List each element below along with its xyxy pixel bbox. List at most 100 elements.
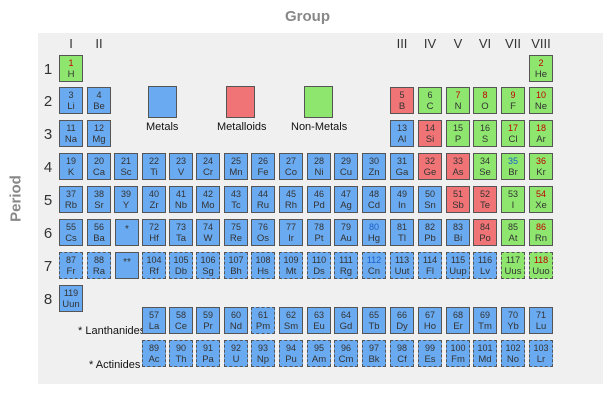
element-cell-sm: 62 Sm xyxy=(279,307,303,334)
atomic-number: 56 xyxy=(93,222,104,232)
atomic-number: 109 xyxy=(283,255,299,265)
element-symbol: He xyxy=(534,69,548,80)
element-cell-fm: 100 Fm xyxy=(446,340,470,367)
atomic-number: 95 xyxy=(313,343,324,353)
element-cell-rb: 37 Rb xyxy=(59,186,83,213)
legend-metalloids-swatch xyxy=(226,86,255,118)
period-label-3: 3 xyxy=(43,126,53,143)
element-cell-he: 2 He xyxy=(529,55,553,82)
period-label-6: 6 xyxy=(43,225,53,242)
element-cell-re: 75 Re xyxy=(224,219,248,246)
element-symbol: Tb xyxy=(368,321,380,332)
lanthanides-label: * Lanthanides xyxy=(78,325,146,337)
element-cell-mg: 12 Mg xyxy=(87,120,111,147)
element-cell-ta: 73 Ta xyxy=(169,219,193,246)
element-cell-ag: 47 Ag xyxy=(334,186,358,213)
element-cell-lu: 71 Lu xyxy=(529,307,553,334)
element-symbol: Rh xyxy=(284,200,298,211)
atomic-number: 72 xyxy=(148,222,159,232)
element-cell-lr: 103 Lr xyxy=(529,340,553,367)
element-symbol: Uus xyxy=(504,266,522,277)
group-label-v: V xyxy=(453,36,463,51)
element-symbol: Re xyxy=(229,233,243,244)
element-symbol: Be xyxy=(93,101,105,112)
actinides-label: * Actinides xyxy=(89,359,141,371)
element-symbol: K xyxy=(67,167,75,178)
element-cell-be: 4 Be xyxy=(87,87,111,114)
element-symbol: Hg xyxy=(367,233,381,244)
legend-metals-label: Metals xyxy=(146,121,179,133)
atomic-number: 84 xyxy=(479,222,490,232)
atomic-number: 77 xyxy=(285,222,296,232)
element-cell-er: 68 Er xyxy=(446,307,470,334)
element-cell-tl: 81 Tl xyxy=(390,219,414,246)
atomic-number: 7 xyxy=(455,90,461,100)
element-symbol: B xyxy=(398,101,406,112)
element-symbol: Uun xyxy=(62,299,80,310)
element-symbol: Ba xyxy=(93,233,105,244)
group-label-ii: II xyxy=(95,36,103,51)
element-cell-si: 14 Si xyxy=(418,120,442,147)
element-cell-ce: 58 Ce xyxy=(169,307,193,334)
atomic-number: 44 xyxy=(257,189,268,199)
atomic-number: 101 xyxy=(477,343,493,353)
atomic-number: 20 xyxy=(93,156,104,166)
element-cell-po: 84 Po xyxy=(473,219,497,246)
element-cell-eu: 63 Eu xyxy=(307,307,331,334)
element-cell-te: 52 Te xyxy=(473,186,497,213)
element-cell-kr: 36 Kr xyxy=(529,153,553,180)
atomic-number: 64 xyxy=(340,310,351,320)
element-symbol: Ag xyxy=(340,200,352,211)
element-symbol: C xyxy=(426,101,434,112)
atomic-number: 85 xyxy=(507,222,518,232)
element-cell-ga: 31 Ga xyxy=(390,153,414,180)
element-symbol: Es xyxy=(424,354,436,365)
atomic-number: 60 xyxy=(230,310,241,320)
atomic-number: 29 xyxy=(340,156,351,166)
atomic-number: 88 xyxy=(93,255,104,265)
element-cell-uus: 117 Uus xyxy=(501,252,525,279)
element-cell-ra: 88 Ra xyxy=(87,252,111,279)
element-symbol: Po xyxy=(479,233,491,244)
element-symbol: Ce xyxy=(174,321,188,332)
element-symbol: Tl xyxy=(398,233,406,244)
atomic-number: 86 xyxy=(535,222,546,232)
element-symbol: Pm xyxy=(255,321,271,332)
element-cell-pu: 94 Pu xyxy=(279,340,303,367)
atomic-number: 100 xyxy=(450,343,466,353)
element-symbol: Ac xyxy=(148,354,160,365)
atomic-number: 115 xyxy=(450,255,466,265)
element-cell-xe: 54 Xe xyxy=(529,186,553,213)
atomic-number: 14 xyxy=(424,123,435,133)
element-cell-cs: 55 Cs xyxy=(59,219,83,246)
element-symbol: O xyxy=(481,101,489,112)
element-cell-sg: 106 Sg xyxy=(196,252,220,279)
atomic-number: 32 xyxy=(424,156,435,166)
element-symbol: Zr xyxy=(149,200,159,211)
atomic-number: 8 xyxy=(482,90,488,100)
atomic-number: 43 xyxy=(230,189,241,199)
atomic-number: 106 xyxy=(200,255,216,265)
element-symbol: Te xyxy=(479,200,491,211)
atomic-number: 69 xyxy=(479,310,490,320)
element-symbol: S xyxy=(481,134,489,145)
element-cell-np: 93 Np xyxy=(251,340,275,367)
element-cell-br: 35 Br xyxy=(501,153,525,180)
element-symbol: Cl xyxy=(508,134,518,145)
atomic-number: 19 xyxy=(65,156,76,166)
element-cell-tb: 65 Tb xyxy=(362,307,386,334)
element-cell-fe: 26 Fe xyxy=(251,153,275,180)
element-cell-p: 15 P xyxy=(446,120,470,147)
legend-metalloids-label: Metalloids xyxy=(217,121,267,133)
element-cell-sc: 21 Sc xyxy=(114,153,138,180)
atomic-number: 96 xyxy=(340,343,351,353)
element-symbol: Xe xyxy=(535,200,547,211)
element-cell-ac: 89 Ac xyxy=(142,340,166,367)
element-symbol: Fe xyxy=(257,167,269,178)
element-cell-rg: 111 Rg xyxy=(334,252,358,279)
atomic-number: 118 xyxy=(533,255,549,265)
element-symbol: Pb xyxy=(424,233,436,244)
element-cell-rn: 86 Rn xyxy=(529,219,553,246)
element-symbol: Ra xyxy=(92,266,106,277)
